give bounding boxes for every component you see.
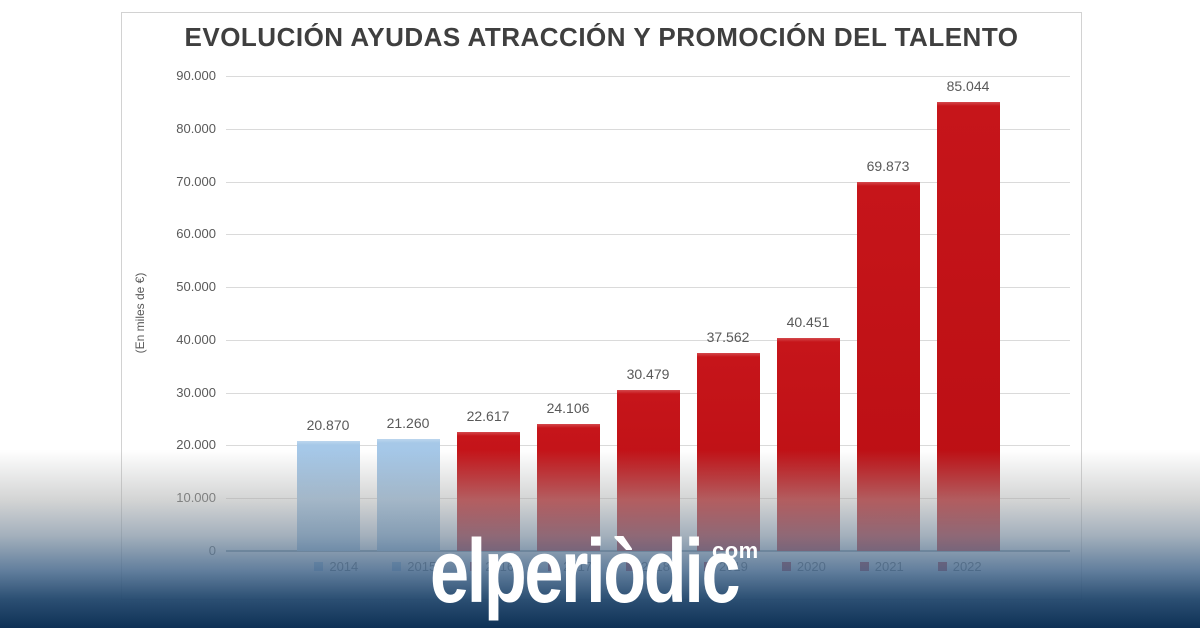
legend-swatch-icon bbox=[470, 562, 480, 571]
chart-title: EVOLUCIÓN AYUDAS ATRACCIÓN Y PROMOCIÓN D… bbox=[184, 22, 1019, 52]
legend-item-2022: 2022 bbox=[937, 559, 982, 574]
gridline bbox=[226, 234, 1070, 236]
legend-swatch-icon bbox=[781, 562, 791, 571]
legend-year-label: 2017 bbox=[563, 559, 593, 574]
y-axis-title-text: (En miles de €) bbox=[133, 272, 147, 354]
legend-year-label: 2021 bbox=[874, 559, 904, 574]
legend-swatch-icon bbox=[314, 562, 324, 571]
legend-item-2015: 2015 bbox=[392, 559, 436, 574]
legend-year-label: 2018 bbox=[641, 559, 670, 574]
legend-swatch-icon bbox=[626, 562, 636, 571]
bar-value-label-2019: 37.562 bbox=[706, 329, 750, 345]
bar-value-label-2022: 85.044 bbox=[946, 78, 990, 94]
legend-year-label: 2014 bbox=[329, 559, 359, 574]
gridline bbox=[226, 181, 1070, 183]
y-axis-tick-label: 10.000 bbox=[176, 490, 216, 506]
legend-swatch-icon bbox=[859, 562, 869, 571]
bar-value-label-2016: 22.617 bbox=[466, 408, 510, 424]
legend: 2014 2015 2016 2017 2018 2019 2020 2021 2022 bbox=[226, 559, 1070, 574]
legend-swatch-icon bbox=[703, 562, 713, 571]
legend-swatch-icon bbox=[548, 562, 558, 571]
legend-item-2018: 2018 bbox=[626, 559, 670, 574]
bar-value-label-2018: 30.479 bbox=[626, 366, 670, 382]
y-axis-tick-label: 20.000 bbox=[176, 437, 216, 453]
legend-item-2019: 2019 bbox=[703, 559, 748, 574]
y-axis-tick-label: 90.000 bbox=[176, 68, 216, 83]
bar-2014 bbox=[296, 441, 360, 551]
legend-year-label: 2015 bbox=[407, 559, 437, 574]
legend-year-label: 2016 bbox=[485, 559, 515, 574]
y-axis-tick-label: 50.000 bbox=[176, 279, 216, 295]
bar-value-label-2014: 20.870 bbox=[306, 417, 350, 433]
bar-2017 bbox=[536, 424, 600, 551]
bar-2022 bbox=[936, 102, 1000, 551]
bar-value-label-2020: 40.451 bbox=[786, 314, 830, 330]
legend-swatch-icon bbox=[392, 562, 402, 571]
y-axis-tick-label: 0 bbox=[208, 543, 216, 558]
y-axis-tick-label: 40.000 bbox=[176, 331, 216, 347]
legend-swatch-icon bbox=[937, 562, 947, 571]
bar-2021 bbox=[856, 182, 920, 551]
legend-item-2021: 2021 bbox=[859, 559, 904, 574]
bar-2019 bbox=[696, 353, 760, 551]
gridline bbox=[226, 287, 1070, 289]
legend-item-2017: 2017 bbox=[548, 559, 592, 574]
legend-item-2014: 2014 bbox=[314, 559, 358, 574]
bar-2015 bbox=[376, 439, 440, 551]
y-axis-tick-label: 70.000 bbox=[176, 173, 216, 189]
legend-year-label: 2022 bbox=[952, 559, 982, 574]
bar-2016 bbox=[456, 432, 520, 551]
bar-value-label-2021: 69.873 bbox=[866, 158, 910, 174]
bar-value-label-2017: 24.106 bbox=[546, 400, 590, 416]
legend-item-2016: 2016 bbox=[470, 559, 514, 574]
bar-value-label-2015: 21.260 bbox=[386, 415, 430, 431]
chart-container: EVOLUCIÓN AYUDAS ATRACCIÓN Y PROMOCIÓN D… bbox=[121, 12, 1082, 600]
y-axis-tick-label: 60.000 bbox=[176, 226, 216, 242]
bar-2018 bbox=[616, 390, 680, 551]
gridline bbox=[226, 339, 1070, 341]
bar-2020 bbox=[776, 338, 840, 551]
legend-year-label: 2019 bbox=[718, 559, 748, 574]
plot-area: 0 10.000 20.000 30.000 40.000 50.000 60.000 70.… bbox=[176, 68, 1070, 558]
legend-year-label: 2020 bbox=[796, 559, 826, 574]
gridline bbox=[226, 128, 1070, 130]
y-axis-tick-label: 80.000 bbox=[176, 120, 216, 136]
legend-item-2020: 2020 bbox=[781, 559, 826, 574]
y-axis-tick-label: 30.000 bbox=[176, 384, 216, 400]
gridline bbox=[226, 76, 1070, 77]
